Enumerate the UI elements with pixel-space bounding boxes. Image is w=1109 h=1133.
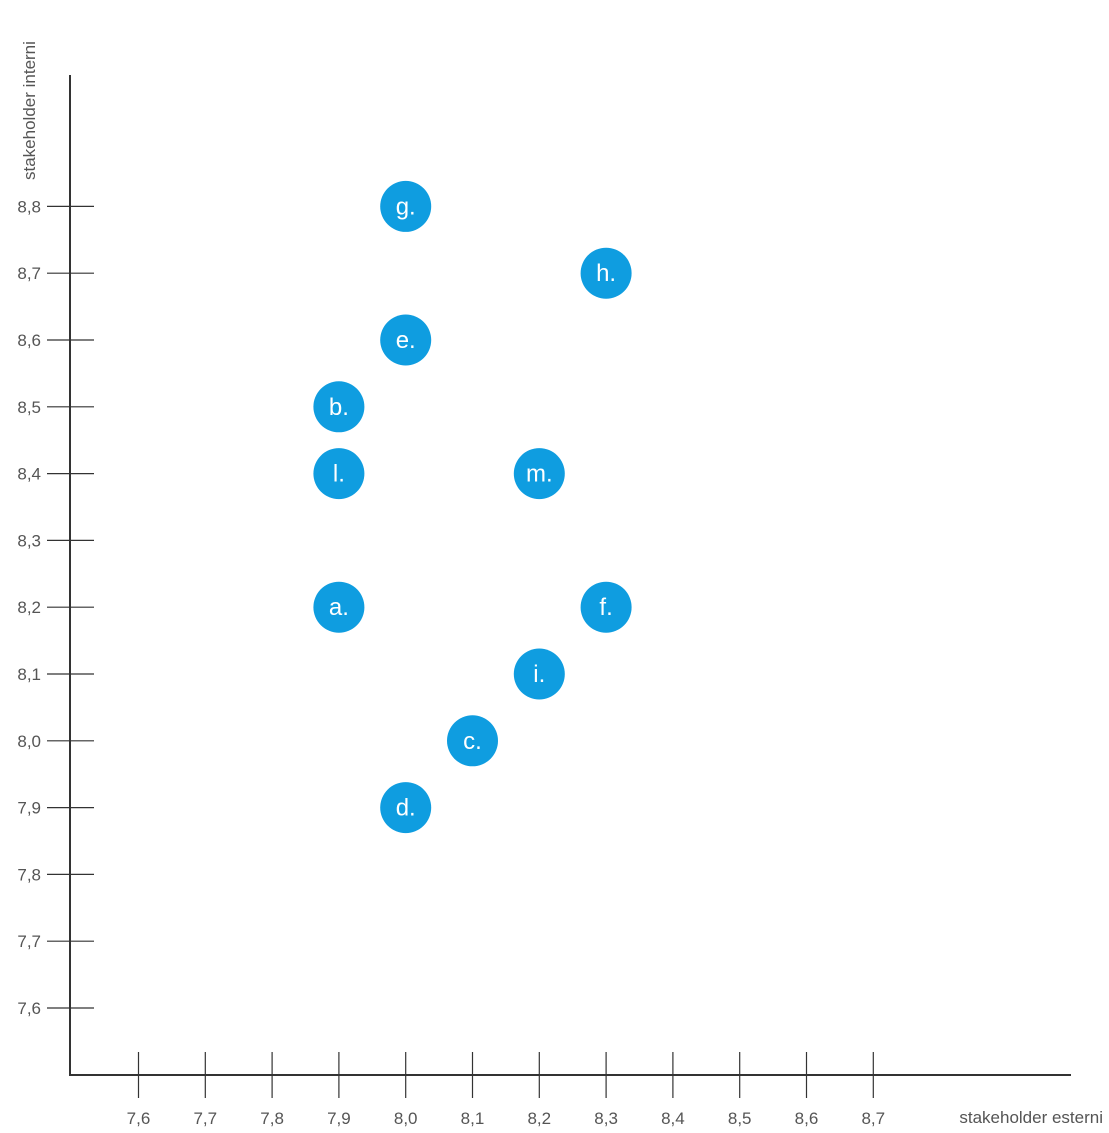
data-point: i. <box>514 649 565 700</box>
x-tick-label: 7,7 <box>193 1109 217 1128</box>
data-point-label: d. <box>396 795 416 822</box>
x-tick-label: 8,5 <box>728 1109 752 1128</box>
y-tick-label: 8,4 <box>17 465 41 484</box>
data-point-label: h. <box>596 260 616 287</box>
data-point-label: f. <box>599 594 612 621</box>
x-tick-label: 8,7 <box>861 1109 885 1128</box>
y-tick-label: 8,1 <box>17 665 41 684</box>
x-tick-label: 8,3 <box>594 1109 618 1128</box>
data-point-label: m. <box>526 461 553 488</box>
data-point: c. <box>447 715 498 766</box>
x-tick-label: 8,0 <box>394 1109 418 1128</box>
data-point: l. <box>313 448 364 499</box>
x-tick-label: 8,2 <box>527 1109 551 1128</box>
data-point: d. <box>380 782 431 833</box>
data-point: f. <box>581 582 632 633</box>
x-tick-label: 7,8 <box>260 1109 284 1128</box>
y-tick-label: 8,3 <box>17 531 41 550</box>
y-axis-title: stakeholder interni <box>20 41 39 180</box>
y-tick-label: 8,6 <box>17 331 41 350</box>
x-axis-title: stakeholder esterni <box>959 1108 1103 1127</box>
y-ticks: 7,6 7,7 7,8 7,9 8,0 8,1 8,2 8,3 8,4 8,5 8,6 8,7 8,8 <box>17 197 94 1018</box>
x-tick-label: 8,1 <box>461 1109 485 1128</box>
y-tick-label: 8,8 <box>17 197 41 216</box>
data-point: b. <box>313 381 364 432</box>
x-tick-label: 8,6 <box>795 1109 819 1128</box>
y-tick-label: 7,6 <box>17 999 41 1018</box>
y-tick-label: 7,7 <box>17 932 41 951</box>
y-tick-label: 8,7 <box>17 264 41 283</box>
x-tick-label: 7,9 <box>327 1109 351 1128</box>
data-point-label: a. <box>329 594 349 621</box>
data-point: a. <box>313 582 364 633</box>
x-ticks: 7,6 7,7 7,8 7,9 8,0 8,1 8,2 8,3 8,4 8,5 8,6 8,7 <box>127 1052 885 1128</box>
data-point: h. <box>581 248 632 299</box>
data-point-label: e. <box>396 327 416 354</box>
y-tick-label: 7,8 <box>17 865 41 884</box>
y-tick-label: 8,5 <box>17 398 41 417</box>
data-point: g. <box>380 181 431 232</box>
data-point-label: c. <box>463 728 482 755</box>
axes <box>69 75 1071 1075</box>
data-point-label: g. <box>396 193 416 220</box>
y-tick-label: 8,0 <box>17 732 41 751</box>
data-point-label: b. <box>329 394 349 421</box>
data-point-label: i. <box>533 661 545 688</box>
data-point: e. <box>380 315 431 366</box>
data-point-label: l. <box>333 461 345 488</box>
data-point: m. <box>514 448 565 499</box>
y-tick-label: 7,9 <box>17 799 41 818</box>
y-tick-label: 8,2 <box>17 598 41 617</box>
data-points: g. h. e. b. l. m. a. f. i. c. d. <box>313 181 631 833</box>
x-tick-label: 8,4 <box>661 1109 685 1128</box>
x-tick-label: 7,6 <box>127 1109 151 1128</box>
